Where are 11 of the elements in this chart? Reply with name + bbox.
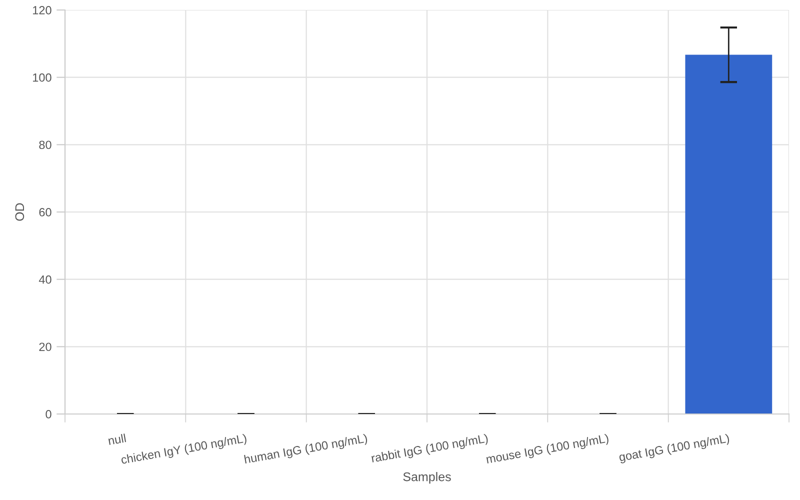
- y-tick-label: 0: [46, 410, 52, 418]
- y-tick-label: 20: [39, 342, 52, 352]
- y-tick-label: 100: [33, 73, 52, 82]
- y-tick-label: 60: [39, 208, 52, 216]
- x-tick-label: null: [108, 434, 126, 446]
- x-axis-title: Samples: [403, 472, 451, 484]
- y-tick-label: 120: [33, 6, 52, 14]
- y-axis-title: OD: [15, 203, 24, 221]
- x-tick-label: goat IgG (100 ng/mL): [618, 434, 730, 464]
- y-tick-label: 80: [39, 140, 52, 150]
- y-tick-label: 40: [38, 275, 52, 284]
